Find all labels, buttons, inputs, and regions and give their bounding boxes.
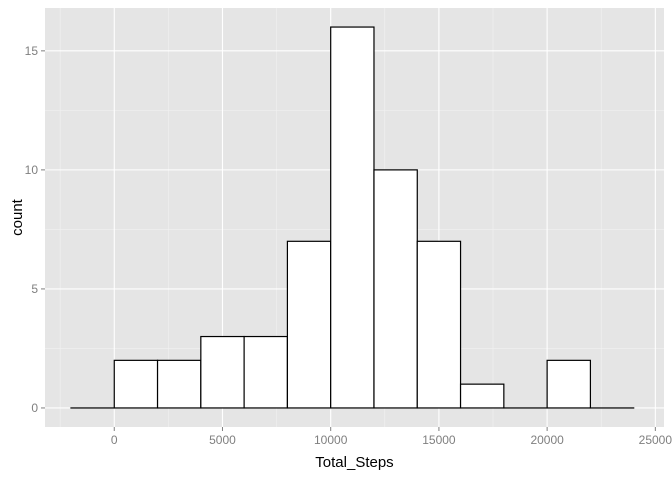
histogram-bar xyxy=(373,169,418,409)
histogram-bar xyxy=(330,26,375,409)
histogram-bar xyxy=(200,335,245,409)
x-axis-title: Total_Steps xyxy=(315,454,393,471)
y-tick-label: 0 xyxy=(31,401,38,415)
x-axis: 0 5000 10000 15000 20000 25000 xyxy=(111,427,672,447)
histogram-bar xyxy=(156,359,202,409)
histogram-bars xyxy=(70,26,635,409)
histogram-bar xyxy=(243,335,289,409)
histogram-bar xyxy=(113,359,159,409)
y-tick-label: 5 xyxy=(31,282,38,296)
x-tick-label: 10000 xyxy=(314,433,348,447)
grid-minor xyxy=(45,8,664,427)
histogram-bar xyxy=(459,383,505,409)
x-tick-label: 25000 xyxy=(639,433,672,447)
x-tick-label: 0 xyxy=(111,433,118,447)
y-axis-title: count xyxy=(9,198,26,236)
histogram-bar xyxy=(286,240,332,409)
x-tick-label: 15000 xyxy=(422,433,456,447)
histogram-bar xyxy=(546,359,592,409)
x-tick-label: 5000 xyxy=(209,433,236,447)
x-tick-label: 20000 xyxy=(530,433,564,447)
y-axis: 0 5 10 15 xyxy=(25,44,45,415)
y-tick-label: 10 xyxy=(25,163,39,177)
y-tick-label: 15 xyxy=(25,44,39,58)
histogram-bar xyxy=(416,240,462,409)
